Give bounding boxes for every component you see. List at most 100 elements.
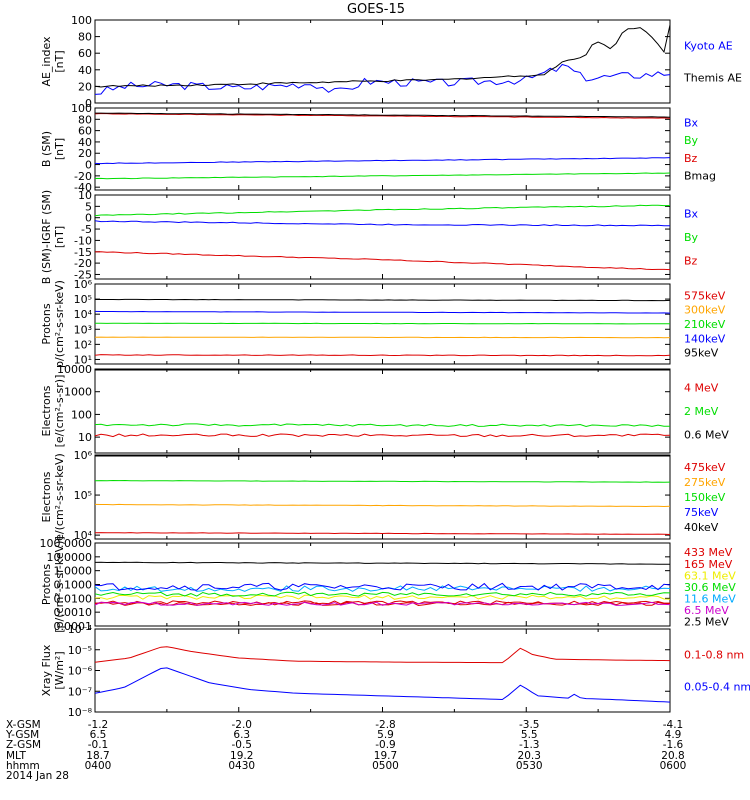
y-tick-label: 10⁵	[74, 293, 92, 306]
y-tick-label: 20	[78, 147, 92, 160]
y-axis-label: Protons	[40, 564, 53, 605]
y-tick-label: 10	[78, 189, 92, 202]
legend-entry: 75keV	[684, 506, 719, 519]
y-tick-label: 10⁻⁵	[68, 644, 92, 657]
x-axis-value: 18.7	[86, 750, 109, 762]
series-bz	[94, 251, 671, 271]
x-axis-value: 5.5	[521, 729, 538, 741]
panel-frame-1	[94, 19, 671, 104]
y-tick-label: 40	[78, 136, 92, 149]
x-axis-value: 6.5	[90, 729, 107, 741]
y-axis-label: [p/(cm²-s-sr-keV)]	[53, 536, 66, 633]
y-tick-label: 80	[78, 31, 92, 44]
y-tick-label: 5	[85, 200, 92, 213]
y-tick-label: 10⁻⁶	[68, 665, 93, 678]
legend-entry: 0.1-0.8 nm	[684, 649, 744, 662]
y-tick-label: 10⁻⁷	[68, 685, 92, 698]
y-axis-label: [nT]	[53, 226, 66, 248]
legend-entry: 300keV	[684, 304, 726, 317]
y-axis-label: Protons	[40, 303, 53, 344]
series-4-mev	[94, 433, 671, 438]
x-axis-value: 0530	[516, 760, 543, 772]
x-axis-value: 20.8	[661, 750, 684, 762]
x-axis-value: -0.5	[232, 739, 253, 751]
x-axis-value: -2.8	[375, 719, 396, 731]
y-tick-label: 1000	[64, 386, 92, 399]
x-axis-value: -2.0	[232, 719, 253, 731]
x-axis-value: -1.3	[519, 739, 540, 751]
series-themis-ae	[94, 24, 671, 88]
legend-entry: Bx	[684, 116, 699, 129]
legend-entry: 95keV	[684, 347, 719, 360]
y-tick-label: 100	[71, 102, 92, 115]
y-tick-label: -20	[74, 257, 92, 270]
y-tick-label: 10⁵	[74, 489, 92, 502]
y-axis-label: [nT]	[53, 138, 66, 160]
series-210kev	[95, 322, 671, 325]
y-tick-label: 80	[78, 113, 92, 126]
legend-entry: By	[684, 134, 699, 147]
y-tick-label: 40	[78, 64, 92, 77]
x-axis-value: 5.9	[377, 729, 394, 741]
legend-entry: Bmag	[684, 170, 716, 183]
y-axis-label: B (SM)-IGRF (SM)	[40, 190, 53, 284]
series-bx	[94, 220, 670, 227]
legend-entry: 165 MeV	[684, 558, 733, 571]
legend-entry: 63.1 MeV	[684, 569, 736, 582]
series-0-1-0-8-nm	[94, 646, 671, 664]
legend-entry: Kyoto AE	[684, 40, 733, 53]
series-bmag	[95, 112, 671, 118]
y-tick-label: -10	[74, 234, 92, 247]
x-axis-value: -1.2	[88, 719, 109, 731]
legend-entry: 575keV	[684, 289, 726, 302]
legend-entry: 210keV	[684, 318, 726, 331]
series-140kev	[94, 310, 671, 314]
y-tick-label: -15	[74, 246, 92, 259]
y-tick-label: 20	[78, 80, 92, 93]
y-tick-label: 10⁻⁴	[68, 623, 93, 636]
legend-entry: 275keV	[684, 476, 726, 489]
legend-entry: By	[684, 231, 699, 244]
x-axis-value: 4.9	[665, 729, 682, 741]
series-63-1-mev	[94, 594, 671, 600]
x-axis-row-label: 2014 Jan 28	[6, 770, 69, 782]
legend-entry: 140keV	[684, 332, 726, 345]
legend-entry: Themis AE	[683, 71, 742, 84]
y-tick-label: 10³	[74, 323, 92, 336]
y-axis-label: B (SM)	[40, 131, 53, 167]
y-tick-label: 10⁻⁸	[68, 706, 93, 719]
x-axis-row-label: MLT	[6, 750, 26, 762]
x-axis-value: 6.3	[233, 729, 250, 741]
y-axis-label: e/(cm²-s-sr-keV)	[53, 453, 66, 541]
y-axis-label: AE_index	[40, 36, 53, 87]
series-95kev	[95, 298, 671, 302]
y-tick-label: 0.0100	[54, 592, 93, 605]
y-tick-label: 1.0000	[54, 565, 93, 578]
series-0-05-0-4-nm	[94, 667, 671, 703]
series-by	[94, 172, 671, 180]
figure-title: GOES-15	[347, 2, 405, 17]
x-axis-value: 0500	[372, 760, 399, 772]
y-tick-label: -40	[74, 181, 92, 194]
y-tick-label: 0	[85, 212, 92, 225]
x-axis-value: -0.1	[88, 739, 109, 751]
series-bz	[94, 112, 671, 119]
x-axis-value: 0430	[228, 760, 255, 772]
series-575kev	[94, 354, 671, 357]
y-tick-label: 10.0000	[47, 551, 93, 564]
series-6-5-mev	[94, 601, 671, 606]
y-tick-label: 10¹	[74, 353, 92, 366]
y-axis-label: [e/(cm²-s-sr)]	[53, 375, 66, 448]
x-axis-row-label: Y-GSM	[5, 729, 39, 741]
legend-entry: 6.5 MeV	[684, 604, 729, 617]
y-tick-label: 0	[85, 97, 92, 110]
series-2-5-mev	[94, 561, 670, 565]
series-475kev	[94, 532, 671, 535]
y-tick-label: 60	[78, 125, 92, 138]
x-axis-row-label: Z-GSM	[6, 739, 41, 751]
legend-entry: 433 MeV	[684, 546, 733, 559]
series-by	[94, 204, 671, 217]
x-axis-value: -0.9	[375, 739, 396, 751]
series-30-6-mev	[94, 591, 671, 597]
